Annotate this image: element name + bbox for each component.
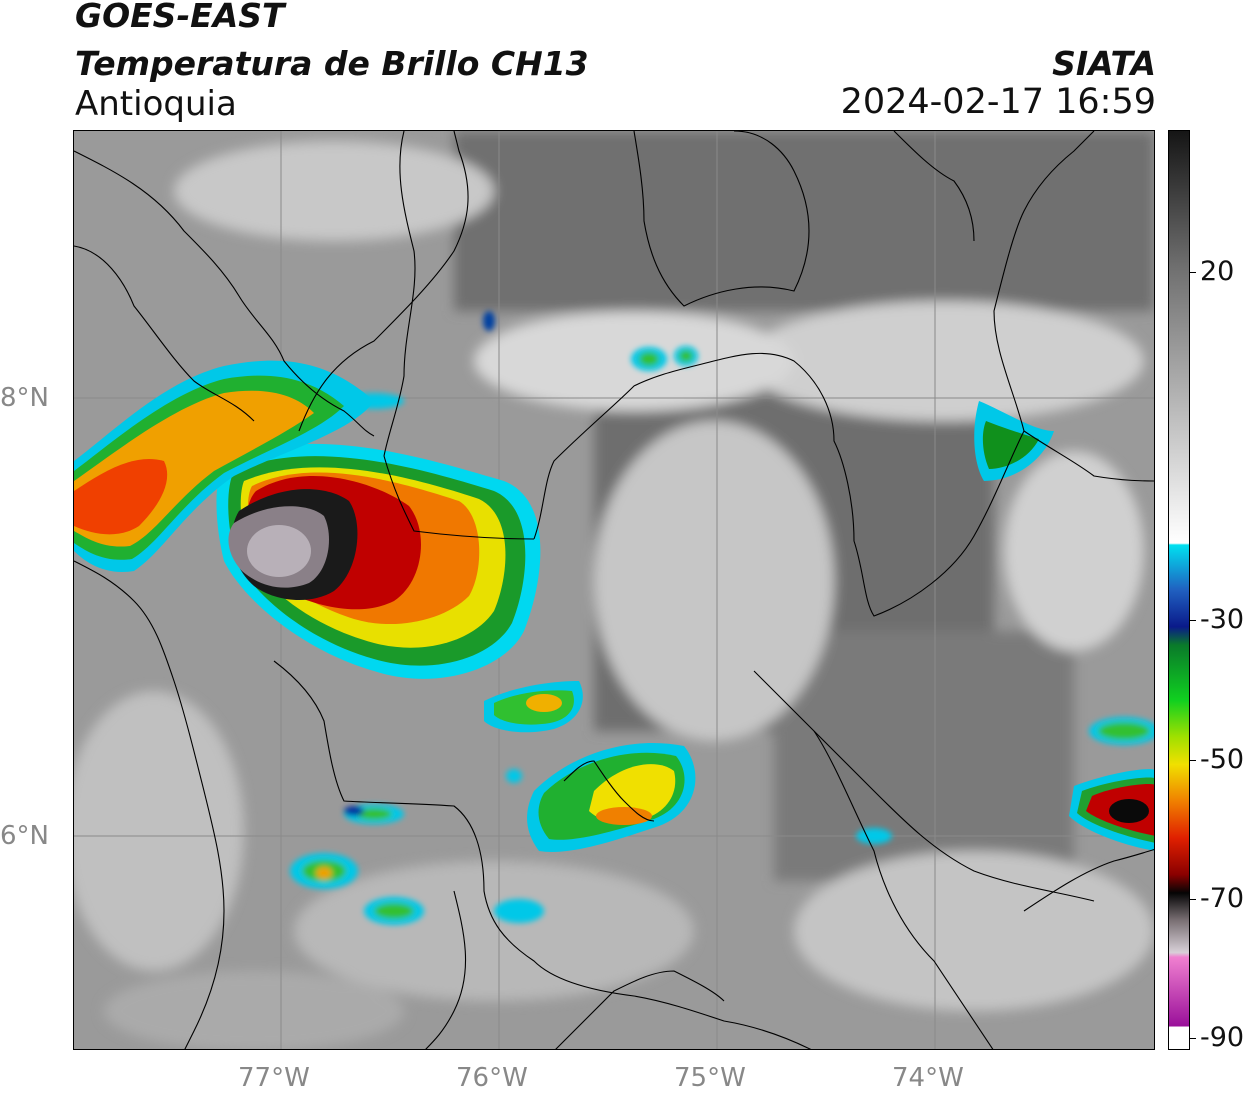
lat-label-6n: 6°N xyxy=(0,821,49,851)
storm-west xyxy=(74,360,374,572)
cloud-texture xyxy=(74,131,1154,1049)
satellite-map xyxy=(73,130,1155,1050)
colorbar-label-minus30: -30 xyxy=(1200,604,1245,635)
storm-cells xyxy=(290,311,1154,925)
colorbar-tick xyxy=(1190,620,1196,621)
colorbar-label-minus50: -50 xyxy=(1200,744,1245,775)
colorbar-label-20: 20 xyxy=(1200,256,1235,287)
boundary-lines xyxy=(74,131,1154,1049)
lon-label-77w: 77°W xyxy=(238,1063,310,1093)
satellite-title: GOES-EAST xyxy=(75,0,285,35)
region-label: Antioquia xyxy=(75,84,237,124)
lon-label-74w: 74°W xyxy=(892,1063,964,1093)
storm-main xyxy=(216,443,541,679)
storm-east xyxy=(1069,769,1154,851)
colorbar-tick xyxy=(1190,760,1196,761)
storm-central xyxy=(527,743,696,852)
storm-northeast xyxy=(974,401,1054,481)
agency-label: SIATA xyxy=(1052,44,1156,83)
colorbar-label-minus90: -90 xyxy=(1200,1022,1245,1053)
colorbar-gradient xyxy=(1169,131,1189,1049)
colorbar-label-minus70: -70 xyxy=(1200,883,1245,914)
colorbar xyxy=(1168,130,1190,1050)
lon-label-76w: 76°W xyxy=(456,1063,528,1093)
timestamp-label: 2024-02-17 16:59 xyxy=(840,82,1156,122)
lon-label-75w: 75°W xyxy=(674,1063,746,1093)
map-canvas xyxy=(74,131,1154,1049)
colorbar-tick xyxy=(1190,1038,1196,1039)
colorbar-tick xyxy=(1190,272,1196,273)
storm-small-1 xyxy=(484,681,583,733)
lat-label-8n: 8°N xyxy=(0,383,49,413)
colorbar-tick xyxy=(1190,899,1196,900)
product-title: Temperatura de Brillo CH13 xyxy=(75,44,589,83)
